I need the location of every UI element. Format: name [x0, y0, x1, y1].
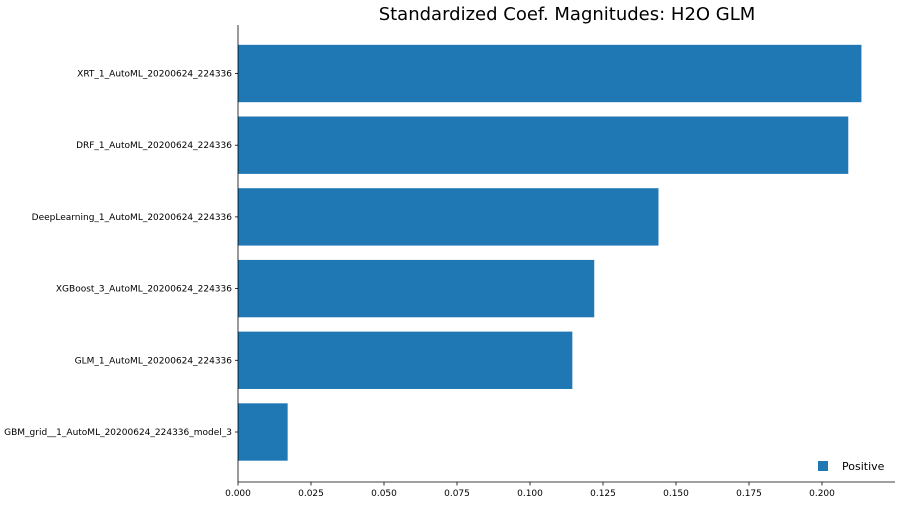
y-tick-label: XRT_1_AutoML_20200624_224336 — [77, 70, 232, 80]
chart-title: Standardized Coef. Magnitudes: H2O GLM — [379, 4, 756, 25]
y-tick-label: XGBoost_3_AutoML_20200624_224336 — [56, 285, 232, 295]
y-tick-label: DRF_1_AutoML_20200624_224336 — [76, 141, 232, 151]
bars-layer — [238, 44, 862, 461]
y-tick-label: DeepLearning_1_AutoML_20200624_224336 — [32, 213, 233, 223]
y-tick-labels: XRT_1_AutoML_20200624_224336 DRF_1_AutoML… — [4, 70, 238, 438]
x-tick-label: 0.000 — [225, 489, 251, 499]
x-tick-label: 0.175 — [736, 489, 762, 499]
bar — [238, 188, 659, 246]
x-tick-label: 0.050 — [371, 489, 397, 499]
bar — [238, 44, 862, 103]
legend-label: Positive — [842, 460, 885, 473]
legend-swatch — [818, 461, 828, 471]
x-tick-label: 0.025 — [298, 489, 324, 499]
bar — [238, 116, 849, 174]
x-tick-label: 0.125 — [590, 489, 616, 499]
x-tick-label: 0.150 — [663, 489, 689, 499]
y-tick-label: GBM_grid__1_AutoML_20200624_224336_model… — [4, 428, 232, 438]
bar — [238, 259, 595, 318]
y-tick-label: GLM_1_AutoML_20200624_224336 — [75, 356, 233, 366]
x-tick-label: 0.075 — [444, 489, 470, 499]
x-tick-marks: 0.000 0.025 0.050 0.075 0.100 0.125 0.150 0.175… — [225, 482, 835, 499]
legend: Positive — [818, 460, 885, 473]
x-tick-label: 0.100 — [517, 489, 543, 499]
x-tick-label: 0.200 — [809, 489, 835, 499]
bar — [238, 403, 288, 461]
bar — [238, 331, 573, 389]
